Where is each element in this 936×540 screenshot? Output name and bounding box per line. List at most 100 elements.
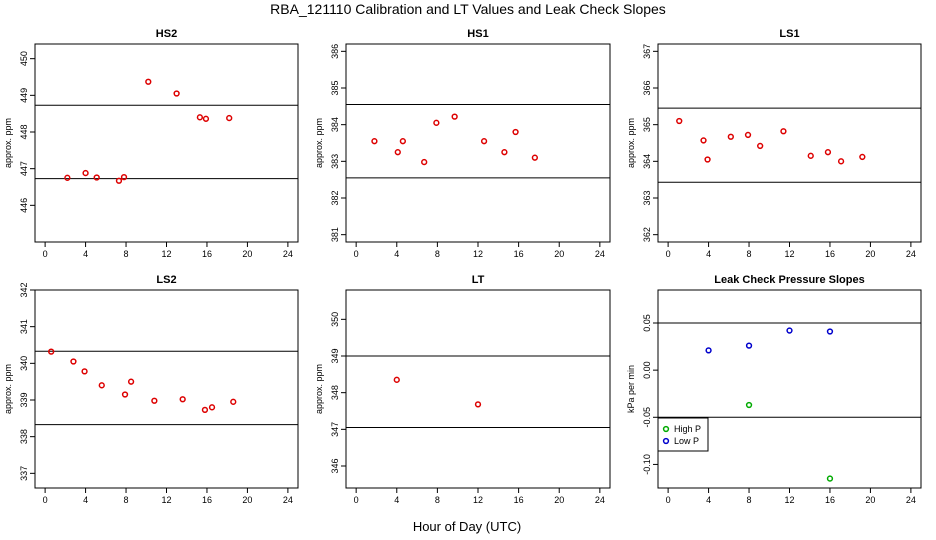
data-point (474, 401, 482, 408)
y-tick-label: 350 (330, 312, 340, 327)
data-point (531, 154, 539, 161)
data-point (824, 149, 832, 156)
x-tick-label: 24 (906, 249, 916, 259)
x-tick-label: 0 (354, 249, 359, 259)
y-tick-label: 0.05 (642, 314, 652, 332)
y-tick-label: 366 (642, 80, 652, 95)
y-tick-label: 384 (330, 117, 340, 132)
x-tick-label: 0 (666, 249, 671, 259)
x-tick-label: 16 (825, 249, 835, 259)
x-tick-label: 8 (124, 249, 129, 259)
y-axis-label: approx. ppm (314, 364, 324, 414)
x-tick-label: 12 (473, 495, 483, 505)
x-tick-label: 4 (394, 249, 399, 259)
y-tick-label: 367 (642, 44, 652, 59)
data-point-low-p (745, 342, 753, 349)
y-tick-label: 0.00 (642, 361, 652, 379)
data-point (64, 174, 71, 181)
x-tick-label: 0 (666, 495, 671, 505)
x-tick-label: 24 (595, 249, 605, 259)
panel-1: HS2 0 4 8 12 16 20 24 446 447 448 449 450 approx. ppm (3, 28, 299, 259)
data-point (145, 78, 152, 85)
plot-frame (345, 43, 611, 243)
plot-frame (345, 289, 611, 489)
data-point (859, 153, 866, 161)
panel-title: LT (472, 274, 485, 286)
data-point (757, 142, 764, 150)
data-point-low-p (786, 327, 793, 334)
y-tick-label: 347 (330, 422, 340, 437)
y-axis-label: approx. ppm (3, 118, 13, 168)
x-tick-label: 4 (83, 249, 88, 259)
x-tick-label: 4 (706, 249, 711, 259)
data-point (727, 133, 734, 140)
panel-2: HS1 0 4 8 12 16 20 24 381 382 383 384 385 386 approx. … (314, 28, 611, 259)
x-tick-label: 24 (283, 495, 293, 505)
x-tick-label: 16 (514, 249, 524, 259)
y-tick-label: 342 (19, 282, 29, 297)
x-tick-label: 20 (242, 249, 252, 259)
y-axis-label: approx. ppm (3, 364, 13, 414)
y-tick-label: 386 (330, 44, 340, 59)
x-tick-label: 20 (865, 249, 875, 259)
data-point (115, 177, 123, 184)
data-point (371, 138, 378, 145)
panel-title: LS2 (156, 274, 176, 286)
y-tick-label: 446 (19, 198, 29, 213)
y-tick-label: -0.10 (642, 454, 652, 475)
y-axis-label: approx. ppm (626, 118, 636, 168)
data-point (98, 382, 105, 389)
data-point (208, 404, 216, 411)
data-point (676, 117, 683, 125)
x-tick-label: 0 (43, 249, 48, 259)
data-point (700, 137, 707, 144)
y-tick-label: 348 (330, 385, 340, 400)
panel-title: LS1 (779, 28, 799, 40)
legend-marker (662, 437, 670, 445)
y-tick-label: 340 (19, 356, 29, 371)
data-point (744, 131, 752, 139)
data-point (173, 90, 180, 97)
panel-4: LS2 0 4 8 12 16 20 24 337 338 339 340 341 342 approx. … (3, 274, 299, 505)
x-tick-label: 24 (906, 495, 916, 505)
legend: High P Low P (657, 417, 709, 452)
y-tick-label: 365 (642, 117, 652, 132)
y-tick-label: 363 (642, 190, 652, 205)
data-point-low-p (826, 328, 834, 335)
y-tick-label: 385 (330, 80, 340, 95)
data-point (433, 119, 440, 126)
data-point (704, 156, 711, 163)
x-tick-label: 20 (865, 495, 875, 505)
data-point (226, 114, 233, 122)
data-point (393, 376, 400, 383)
plot-frame (34, 289, 299, 489)
x-tick-label: 20 (242, 495, 252, 505)
data-point (501, 149, 508, 156)
x-tick-label: 8 (435, 495, 440, 505)
x-tick-label: 8 (435, 249, 440, 259)
x-tick-label: 12 (784, 249, 794, 259)
data-point (394, 149, 401, 156)
data-point (120, 173, 128, 181)
x-tick-label: 0 (43, 495, 48, 505)
panel-title: HS1 (467, 28, 488, 40)
figure-title: RBA_121110 Calibration and LT Values and… (270, 1, 666, 17)
data-point (151, 397, 158, 404)
data-point (451, 113, 458, 120)
y-tick-label: 381 (330, 227, 340, 242)
y-axis-label: kPa per min (626, 365, 636, 413)
y-tick-label: 364 (642, 154, 652, 169)
data-point-high-p (826, 475, 834, 482)
y-tick-label: 449 (19, 88, 29, 103)
x-tick-label: 8 (747, 249, 752, 259)
x-tick-label: 4 (83, 495, 88, 505)
data-point-high-p (745, 401, 753, 409)
x-axis-label: Hour of Day (UTC) (413, 519, 521, 534)
panel-6: Leak Check Pressure Slopes 0 4 8 12 16 20 24 -0.… (626, 274, 922, 505)
plot-frame (657, 289, 922, 489)
y-tick-label: 349 (330, 348, 340, 363)
panel-3: LS1 0 4 8 12 16 20 24 362 363 364 365 366 367 approx. … (626, 28, 922, 259)
y-tick-label: 341 (19, 319, 29, 334)
data-point (807, 152, 814, 159)
y-tick-label: 337 (19, 466, 29, 481)
